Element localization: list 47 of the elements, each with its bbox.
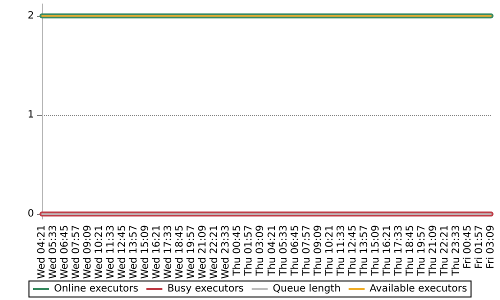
legend-label: Queue length: [272, 284, 341, 294]
x-tick-label: Thu 03:09: [255, 225, 266, 277]
x-tick-label: Thu 09:09: [312, 225, 324, 277]
x-tick-label: Wed 09:09: [82, 225, 94, 279]
x-tick-label: Thu 22:21: [439, 225, 450, 277]
x-tick-label: Thu 21:09: [428, 225, 439, 277]
x-tick-label: Thu 04:21: [266, 225, 278, 277]
x-tick-label: Thu 19:57: [416, 225, 428, 277]
x-tick-label: Thu 01:57: [244, 225, 255, 277]
x-tick-label: Thu 23:33: [450, 225, 462, 277]
legend-label: Online executors: [54, 284, 138, 294]
x-tick-label: Thu 11:33: [336, 225, 347, 277]
y-tick-label: 0: [28, 208, 34, 220]
x-tick-label: Thu 12:45: [347, 225, 358, 277]
x-tick-label: Wed 13:57: [128, 225, 140, 279]
legend-label: Busy executors: [167, 284, 244, 294]
x-tick-label: Thu 17:33: [393, 225, 404, 277]
x-tick-label: Wed 22:21: [209, 225, 220, 279]
x-tick-label: Fri 00:45: [462, 225, 474, 269]
x-tick-label: Fri 01:57: [474, 225, 485, 269]
x-tick-label: Wed 07:57: [71, 225, 82, 279]
x-tick-label: Thu 16:21: [382, 225, 393, 277]
x-tick-label: Wed 10:21: [94, 225, 106, 279]
legend-label: Available executors: [370, 284, 468, 294]
x-tick-label: Wed 04:21: [36, 225, 48, 279]
x-tick-label: Thu 00:45: [232, 225, 244, 277]
x-tick-label: Wed 05:33: [48, 225, 60, 279]
x-tick-label: Wed 17:33: [163, 225, 174, 279]
x-tick-label: Thu 07:57: [301, 225, 312, 277]
x-tick-label: Wed 23:33: [220, 225, 232, 279]
x-tick-label: Wed 19:57: [186, 225, 198, 279]
x-tick-label: Wed 12:45: [117, 225, 128, 279]
x-tick-label: Thu 18:45: [404, 225, 416, 277]
y-tick-label: 2: [28, 10, 34, 22]
x-tick-label: Wed 06:45: [60, 225, 71, 279]
x-tick-label: Wed 11:33: [106, 225, 117, 279]
x-tick-label: Wed 21:09: [198, 225, 209, 279]
x-tick-label: Thu 06:45: [290, 225, 301, 277]
x-tick-label: Fri 03:09: [486, 225, 496, 269]
x-tick-label: Thu 05:33: [278, 225, 290, 277]
x-tick-label: Thu 10:21: [324, 225, 336, 277]
x-tick-label: Thu 13:57: [358, 225, 370, 277]
x-tick-label: Wed 16:21: [152, 225, 163, 279]
x-tick-label: Wed 15:09: [140, 225, 152, 279]
x-tick-label: Wed 18:45: [174, 225, 186, 279]
y-tick-label: 1: [28, 109, 34, 120]
x-tick-label: Thu 15:09: [370, 225, 382, 277]
